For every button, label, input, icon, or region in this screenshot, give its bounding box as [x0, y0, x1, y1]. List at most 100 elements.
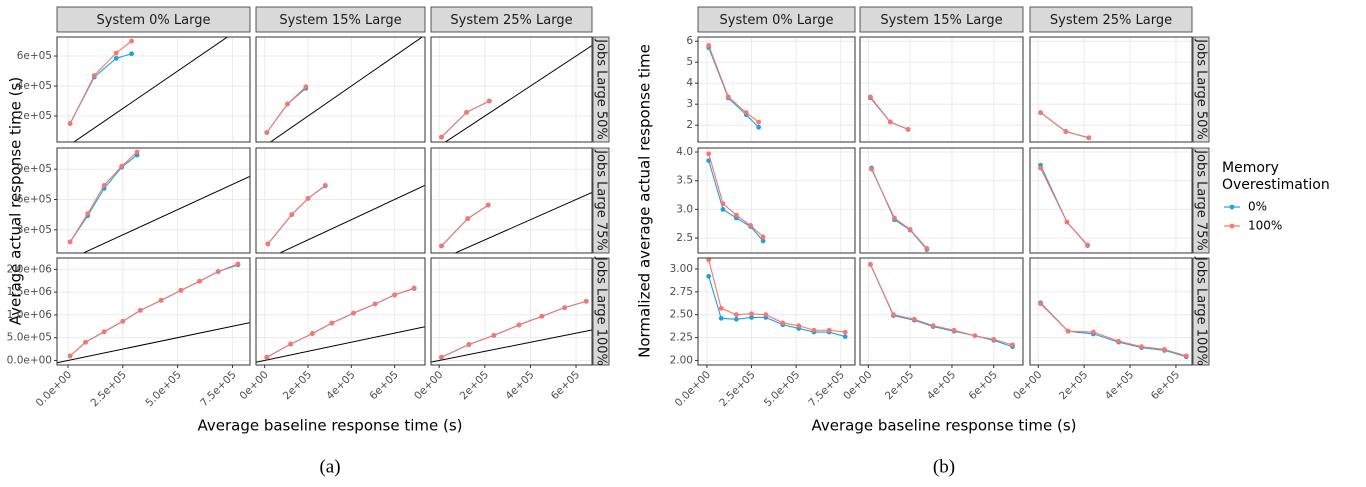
- data-point: [1065, 328, 1071, 334]
- panel-background: [256, 148, 425, 253]
- x-tick-label: 6e+05: [1149, 369, 1182, 402]
- y-tick-label: 4: [686, 77, 693, 89]
- data-point: [1162, 347, 1167, 352]
- data-point: [235, 261, 241, 267]
- data-point: [464, 109, 469, 115]
- x-tick-label: 2e+05: [883, 369, 916, 402]
- data-point: [1063, 129, 1069, 134]
- x-tick-label: 4e+05: [503, 369, 536, 402]
- caption: (a): [319, 456, 340, 477]
- panel-background: [698, 258, 855, 365]
- x-tick-label: 0e+00: [1011, 369, 1044, 402]
- data-point: [725, 94, 731, 100]
- legend-key-point: [1229, 204, 1235, 210]
- data-point: [85, 211, 91, 217]
- panel-background: [57, 37, 250, 142]
- panel-border: [56, 36, 251, 143]
- x-tick-label: 2e+05: [1057, 369, 1090, 402]
- data-point: [905, 126, 911, 132]
- row-strip-label: Jobs Large 75%: [594, 149, 609, 251]
- row-strip-label: Jobs Large 75%: [1194, 149, 1209, 251]
- y-tick-label: 6e+05: [17, 193, 52, 205]
- data-point: [305, 196, 311, 201]
- legend-title: Memory Overestimation: [1222, 160, 1330, 193]
- data-point: [756, 119, 762, 125]
- data-point: [1116, 338, 1121, 344]
- column-strip: [859, 6, 1024, 33]
- data-point: [911, 316, 917, 322]
- data-point: [392, 292, 398, 298]
- y-tick-label: 5.0e+05: [7, 332, 52, 344]
- x-tick-label: 4e+05: [1103, 369, 1136, 402]
- row-strip-label: Jobs Large 100%: [594, 256, 609, 366]
- data-point: [1139, 344, 1144, 350]
- data-point: [760, 238, 766, 244]
- data-point: [285, 101, 290, 107]
- data-point: [756, 124, 762, 130]
- data-point: [539, 313, 545, 319]
- identity-line: [57, 322, 250, 364]
- column-strip-label: System 25% Large: [450, 13, 572, 28]
- x-tick-label: 0e+00: [412, 369, 445, 402]
- panel-border: [859, 147, 1024, 254]
- x-tick-label: 5.0e+05: [143, 369, 184, 410]
- y-tick-label: 2.0e+06: [7, 263, 53, 275]
- panel-plot: [1038, 110, 1092, 141]
- panel-background: [57, 258, 250, 365]
- data-point: [67, 353, 73, 359]
- data-point: [1038, 110, 1043, 115]
- data-point: [891, 312, 896, 318]
- column-strip-label: System 15% Large: [279, 13, 401, 28]
- data-point: [1090, 329, 1096, 335]
- series-line: [69, 263, 239, 357]
- y-tick-label: 4.0: [676, 146, 693, 158]
- column-strip-label: System 15% Large: [880, 13, 1002, 28]
- panel-plot: [57, 261, 250, 364]
- data-point: [83, 339, 88, 345]
- data-point: [706, 258, 712, 263]
- data-point: [101, 329, 107, 335]
- data-point: [309, 331, 315, 336]
- data-point: [760, 234, 766, 240]
- panel-background: [860, 258, 1023, 365]
- panel-border: [56, 257, 251, 366]
- data-point: [720, 206, 726, 212]
- x-tick-label: 4e+05: [324, 369, 357, 402]
- y-tick-label: 9e+05: [17, 163, 52, 175]
- panel-border: [1029, 257, 1193, 366]
- identity-line: [444, 45, 592, 142]
- x-tick-label: 6e+05: [549, 369, 582, 402]
- identity-line: [269, 37, 424, 142]
- series-line: [869, 264, 1013, 348]
- row-strip-label: Jobs Large 100%: [1194, 256, 1209, 366]
- y-tick-label: 3.5: [676, 175, 693, 187]
- data-point: [119, 163, 125, 169]
- y-tick-label: 3: [686, 98, 693, 110]
- x-tick-label: 0.0e+00: [34, 369, 75, 410]
- series-line: [708, 45, 759, 123]
- panel-border: [255, 257, 426, 366]
- x-tick-label: 6e+05: [967, 369, 1000, 402]
- series-line: [869, 264, 1013, 346]
- panel-plot: [1038, 162, 1090, 248]
- panel-border: [430, 257, 593, 366]
- data-point: [749, 315, 754, 320]
- identity-line: [73, 37, 229, 142]
- data-point: [113, 55, 119, 61]
- y-axis-title: Normalized average actual response time: [636, 44, 654, 358]
- data-point: [439, 134, 444, 140]
- x-axis-title: Average baseline response time (s): [811, 417, 1076, 435]
- x-tick-label: 4e+05: [925, 369, 958, 402]
- data-point: [763, 312, 769, 318]
- y-tick-label: 3.0: [676, 203, 693, 215]
- x-tick-label: 7.5e+05: [198, 369, 239, 410]
- data-point: [134, 149, 140, 155]
- y-tick-label: 2.5: [676, 232, 693, 244]
- panel-plot: [431, 298, 592, 363]
- data-point: [439, 243, 444, 249]
- identity-line: [453, 191, 592, 253]
- data-point: [706, 43, 712, 48]
- row-strip: [592, 257, 610, 366]
- data-point: [264, 354, 270, 360]
- data-point: [439, 354, 444, 360]
